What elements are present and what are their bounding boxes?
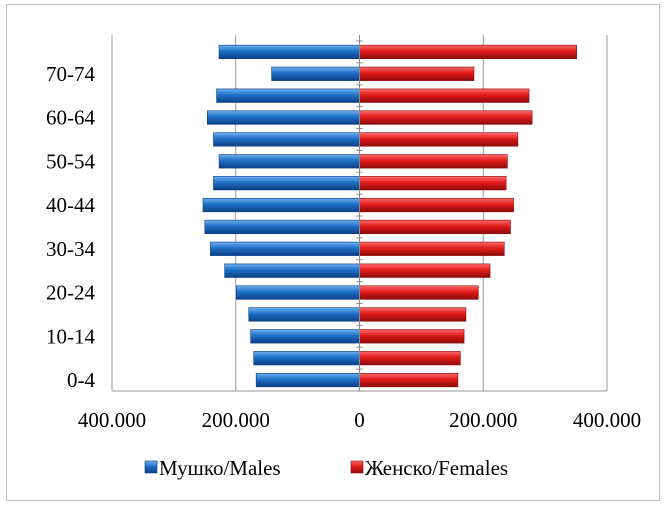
x-tick-labels: 400.000 200.000 0 200.000 400.000	[78, 408, 641, 432]
y-tick-label-0-4: 0-4	[67, 368, 95, 392]
female-bar-30-34	[359, 241, 505, 256]
female-bar-55-59	[359, 132, 519, 147]
male-bar-10-14	[250, 329, 360, 344]
male-bar-40-44	[202, 197, 360, 213]
x-tick-label-3: 200.000	[449, 408, 517, 432]
male-bar-0-4	[255, 372, 360, 388]
female-bar-5-9	[359, 351, 461, 366]
bars	[202, 44, 577, 388]
legend: Мушко/Males Женско/Females	[144, 456, 508, 480]
y-tick-label-30-34: 30-34	[46, 237, 95, 261]
female-bar-15-19	[359, 307, 467, 322]
male-bar-50-54	[218, 154, 360, 169]
male-bar-5-9	[253, 351, 360, 366]
population-pyramid-chart: 0-4 10-14 20-24 30-34 40-44 50-54 60-64 70-74 4…	[46, 35, 641, 480]
female-bar-75+	[359, 44, 577, 60]
female-bar-0-4	[359, 372, 459, 388]
y-tick-label-20-24: 20-24	[46, 281, 95, 305]
female-bar-65-69	[359, 88, 530, 103]
male-bar-65-69	[216, 88, 360, 103]
male-bar-60-64	[206, 110, 360, 125]
y-tick-label-10-14: 10-14	[46, 324, 95, 348]
x-tick-label-1: 200.000	[202, 408, 270, 432]
x-tick-label-2: 0	[354, 408, 365, 432]
female-bar-60-64	[359, 110, 533, 125]
female-bar-25-29	[359, 263, 491, 278]
y-tick-label-50-54: 50-54	[46, 149, 95, 173]
female-bar-10-14	[359, 329, 465, 344]
male-bar-25-29	[224, 263, 360, 278]
female-bar-50-54	[359, 154, 508, 169]
legend-swatch-males	[144, 460, 158, 474]
female-bar-45-49	[359, 176, 507, 191]
male-bar-45-49	[213, 176, 360, 191]
legend-swatch-females	[350, 460, 364, 474]
male-bar-75+	[218, 44, 360, 60]
female-bar-70-74	[359, 66, 475, 81]
male-bar-70-74	[271, 66, 360, 81]
female-bar-35-39	[359, 219, 511, 235]
axes	[112, 35, 607, 392]
female-bar-40-44	[359, 197, 514, 213]
x-tick-label-4: 400.000	[573, 408, 641, 432]
y-tick-label-60-64: 60-64	[46, 106, 95, 130]
legend-label-females: Женско/Females	[365, 456, 508, 480]
y-tick-label-40-44: 40-44	[46, 193, 95, 217]
female-bar-20-24	[359, 285, 479, 300]
male-bar-20-24	[236, 285, 360, 300]
legend-label-males: Мушко/Males	[159, 456, 281, 480]
y-tick-label-70-74: 70-74	[46, 62, 95, 86]
male-bar-35-39	[204, 219, 360, 235]
male-bar-30-34	[210, 241, 360, 256]
male-bar-55-59	[213, 132, 360, 147]
y-tick-labels: 0-4 10-14 20-24 30-34 40-44 50-54 60-64 70-74	[46, 62, 95, 392]
x-tick-label-0: 400.000	[78, 408, 146, 432]
male-bar-15-19	[248, 307, 360, 322]
chart-frame: 0-4 10-14 20-24 30-34 40-44 50-54 60-64 70-74 4…	[6, 4, 660, 501]
